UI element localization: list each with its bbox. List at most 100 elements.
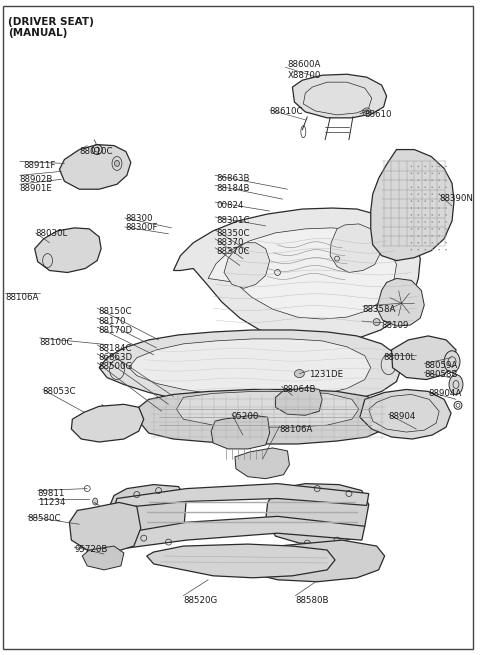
Ellipse shape <box>445 242 447 244</box>
Text: 88520G: 88520G <box>183 595 217 605</box>
Polygon shape <box>371 149 454 261</box>
Ellipse shape <box>410 187 412 188</box>
Polygon shape <box>330 224 381 272</box>
Text: 88010C: 88010C <box>79 147 113 156</box>
Polygon shape <box>99 330 401 406</box>
Ellipse shape <box>93 498 97 505</box>
Ellipse shape <box>432 214 433 215</box>
Ellipse shape <box>438 228 440 230</box>
Text: 88500G: 88500G <box>98 362 132 371</box>
Text: 88106A: 88106A <box>279 425 313 434</box>
Ellipse shape <box>115 160 120 166</box>
Polygon shape <box>292 74 386 118</box>
Ellipse shape <box>424 200 426 202</box>
Polygon shape <box>127 516 365 548</box>
Ellipse shape <box>424 173 426 174</box>
Text: 88904A: 88904A <box>428 390 461 398</box>
Polygon shape <box>235 448 289 479</box>
Ellipse shape <box>410 249 412 250</box>
Ellipse shape <box>418 173 419 174</box>
Polygon shape <box>224 243 270 288</box>
Text: 1231DE: 1231DE <box>309 369 343 379</box>
Polygon shape <box>35 228 101 272</box>
Text: 11234: 11234 <box>37 498 65 508</box>
Text: 88902B: 88902B <box>20 176 53 184</box>
Ellipse shape <box>363 108 371 116</box>
Text: 88109: 88109 <box>382 321 409 330</box>
Ellipse shape <box>410 235 412 236</box>
Ellipse shape <box>424 187 426 188</box>
Ellipse shape <box>449 375 463 394</box>
Ellipse shape <box>432 221 433 223</box>
Ellipse shape <box>445 228 447 230</box>
Ellipse shape <box>432 228 433 230</box>
Ellipse shape <box>432 179 433 181</box>
Text: 86863D: 86863D <box>98 353 132 362</box>
Ellipse shape <box>424 235 426 236</box>
Ellipse shape <box>424 242 426 244</box>
Polygon shape <box>107 485 186 544</box>
Text: 88150C: 88150C <box>98 307 132 316</box>
Text: 95200: 95200 <box>232 412 259 421</box>
Ellipse shape <box>410 242 412 244</box>
Ellipse shape <box>424 214 426 215</box>
Text: 88580B: 88580B <box>295 595 329 605</box>
Text: 88184B: 88184B <box>216 184 250 193</box>
Text: 88170D: 88170D <box>98 326 132 335</box>
Polygon shape <box>60 145 131 189</box>
Text: 88300F: 88300F <box>125 223 157 232</box>
Ellipse shape <box>445 249 447 250</box>
Ellipse shape <box>418 214 419 215</box>
Text: 88390N: 88390N <box>439 194 473 203</box>
Text: 88058B: 88058B <box>424 369 458 379</box>
Ellipse shape <box>432 193 433 195</box>
Ellipse shape <box>438 221 440 223</box>
Polygon shape <box>265 483 369 544</box>
Polygon shape <box>139 390 392 444</box>
Ellipse shape <box>445 214 447 215</box>
Text: 00824: 00824 <box>216 201 243 210</box>
Text: 88904: 88904 <box>389 412 416 421</box>
Ellipse shape <box>438 166 440 167</box>
Ellipse shape <box>445 221 447 223</box>
Ellipse shape <box>432 235 433 236</box>
Ellipse shape <box>438 173 440 174</box>
Ellipse shape <box>410 214 412 215</box>
Ellipse shape <box>418 187 419 188</box>
Text: 86863B: 86863B <box>216 174 250 183</box>
Ellipse shape <box>418 207 419 209</box>
Polygon shape <box>377 278 424 326</box>
Ellipse shape <box>418 235 419 236</box>
Polygon shape <box>211 415 270 449</box>
Ellipse shape <box>445 193 447 195</box>
Polygon shape <box>173 208 420 342</box>
Text: 88030L: 88030L <box>36 229 68 238</box>
Ellipse shape <box>445 173 447 174</box>
Ellipse shape <box>432 242 433 244</box>
Ellipse shape <box>424 249 426 250</box>
Ellipse shape <box>445 235 447 236</box>
Text: 88010L: 88010L <box>384 353 416 362</box>
Ellipse shape <box>445 187 447 188</box>
Polygon shape <box>82 546 124 570</box>
Text: 88106A: 88106A <box>5 293 38 303</box>
Ellipse shape <box>438 207 440 209</box>
Text: 88350C: 88350C <box>216 229 250 238</box>
Polygon shape <box>147 544 335 578</box>
Text: 88300: 88300 <box>125 214 153 223</box>
Ellipse shape <box>432 173 433 174</box>
Ellipse shape <box>424 228 426 230</box>
Text: 88911F: 88911F <box>24 162 56 170</box>
Ellipse shape <box>418 200 419 202</box>
Ellipse shape <box>445 179 447 181</box>
Ellipse shape <box>418 193 419 195</box>
Ellipse shape <box>294 369 304 377</box>
Ellipse shape <box>410 221 412 223</box>
Ellipse shape <box>438 242 440 244</box>
Text: 88358A: 88358A <box>363 305 396 314</box>
Text: 89811: 89811 <box>37 489 65 498</box>
Ellipse shape <box>410 193 412 195</box>
Ellipse shape <box>410 228 412 230</box>
Ellipse shape <box>410 166 412 167</box>
Ellipse shape <box>418 242 419 244</box>
